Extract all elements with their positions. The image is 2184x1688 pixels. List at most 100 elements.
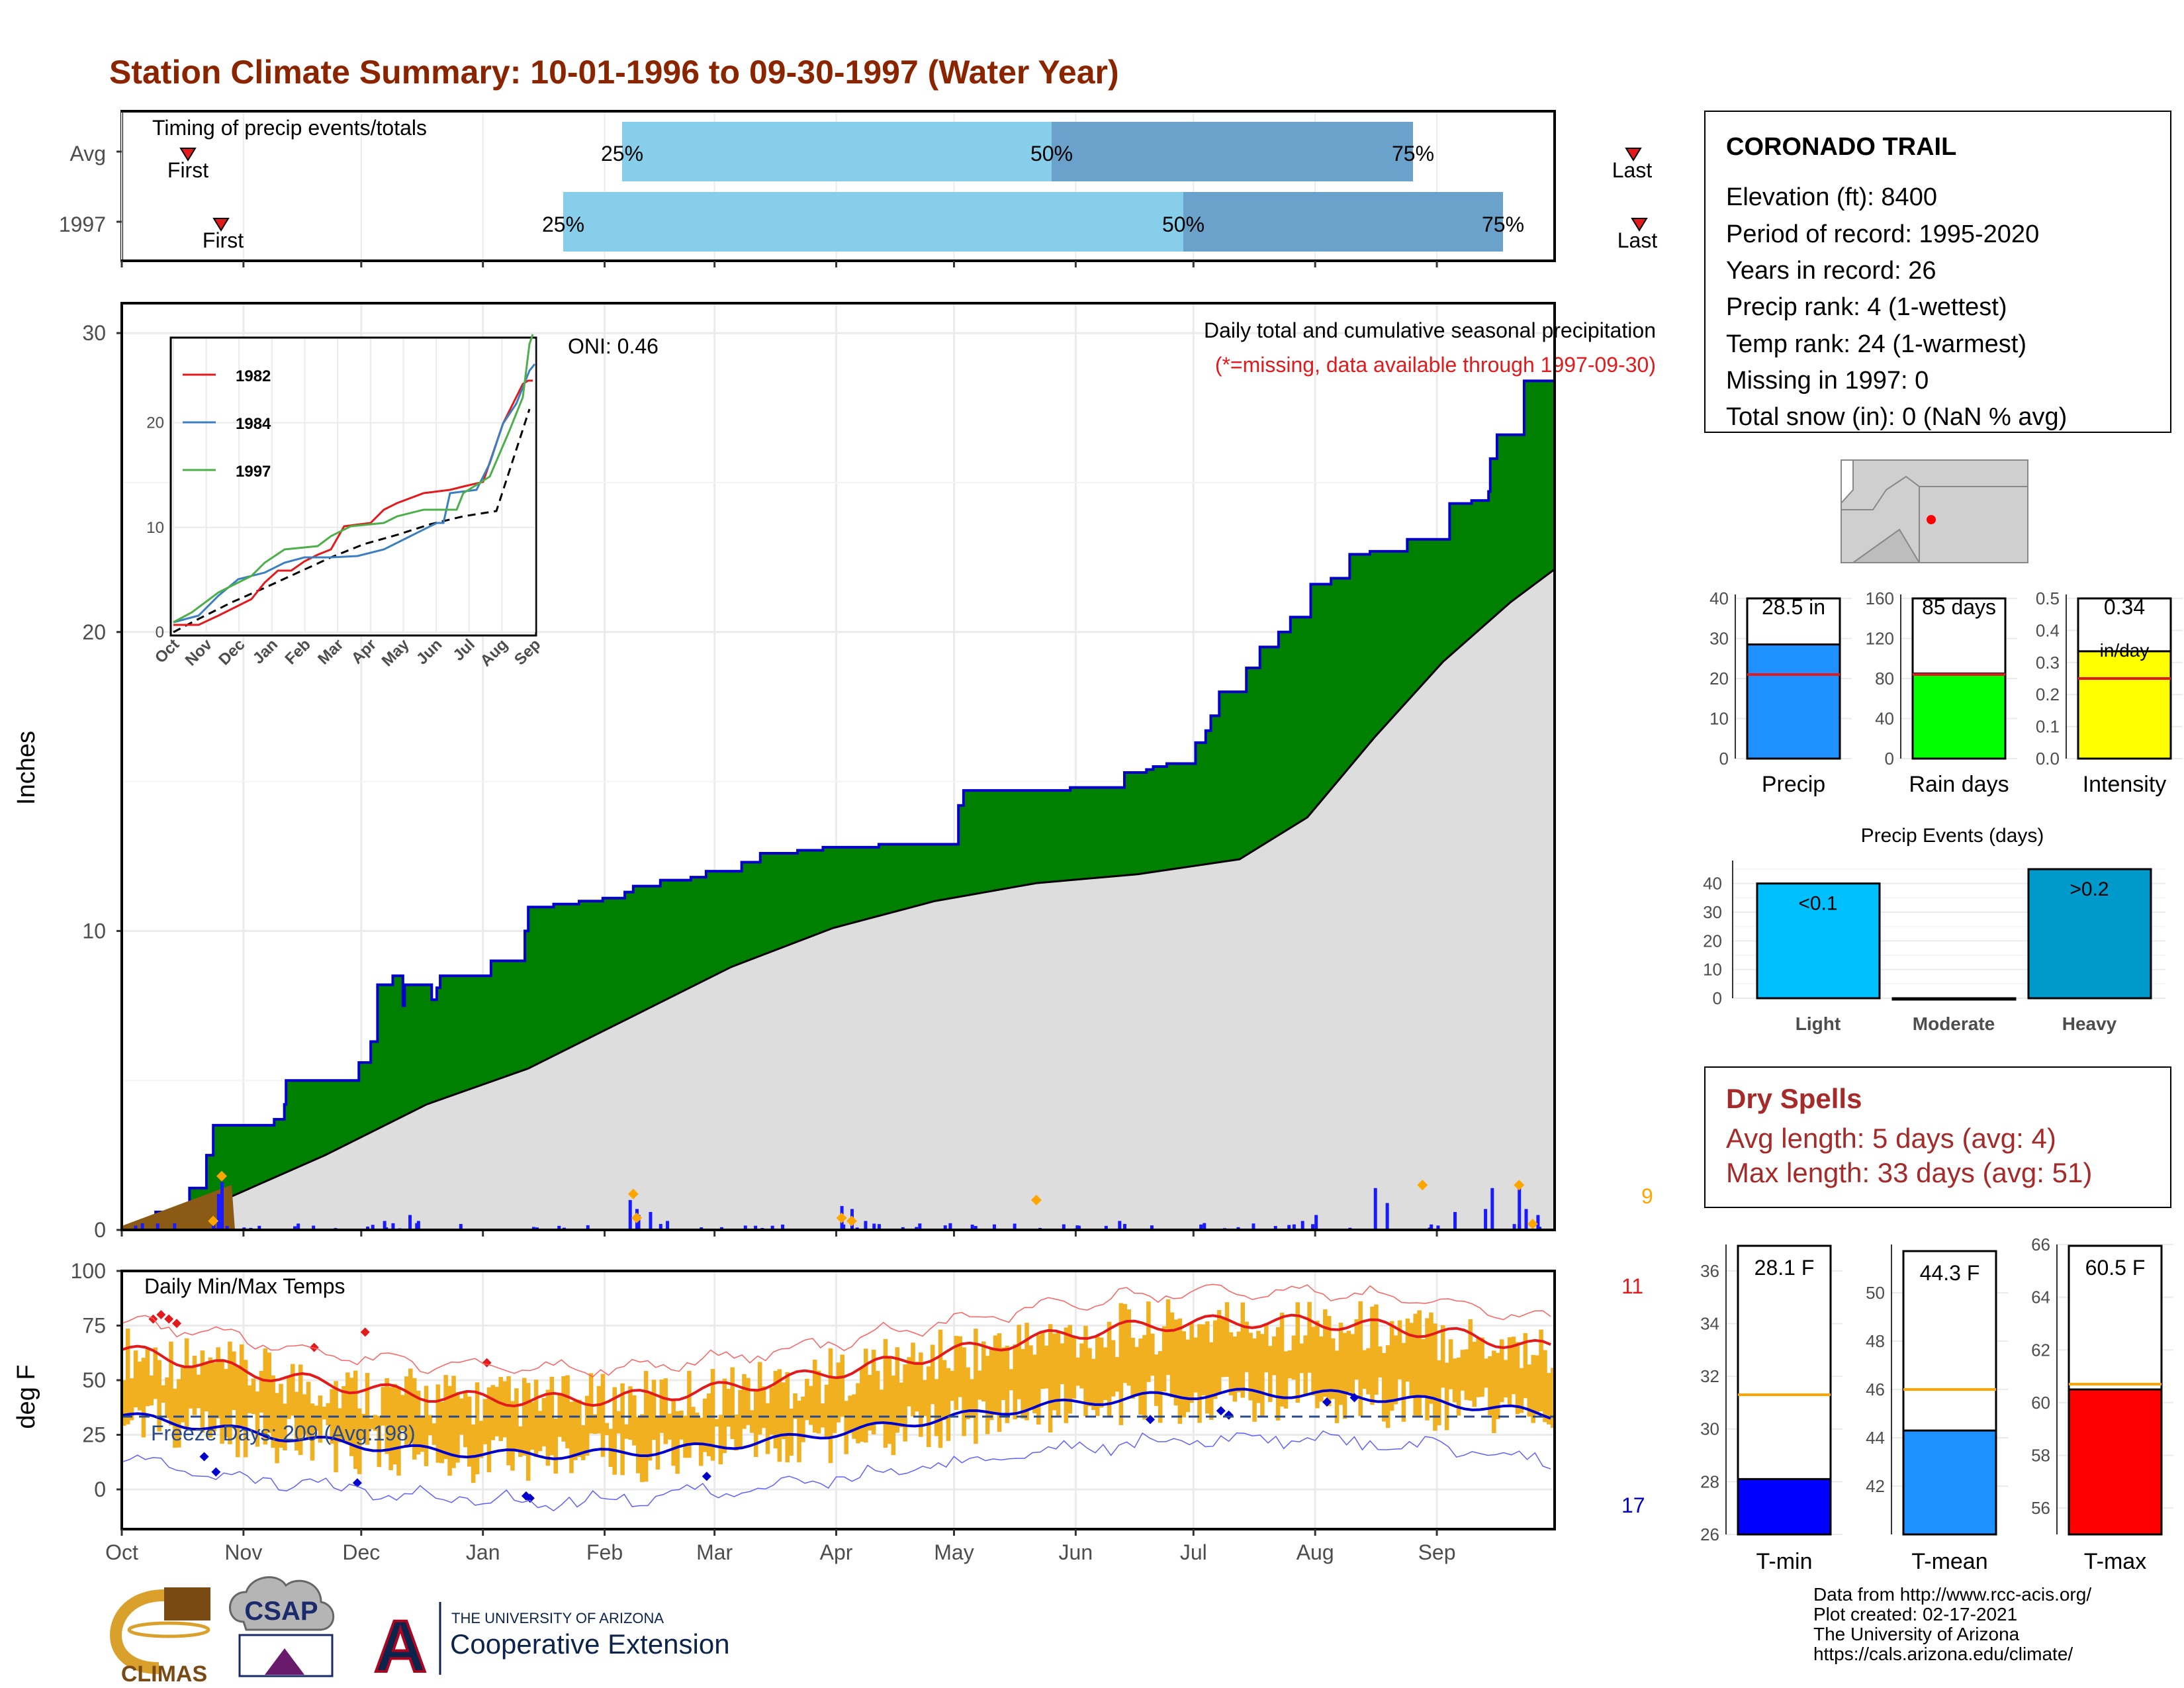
temp-summary-value: 60.5 F (2085, 1256, 2146, 1280)
temp-summary-tick: 60 (2031, 1393, 2050, 1413)
ua-name: THE UNIVERSITY OF ARIZONA (451, 1610, 664, 1626)
inset-y-tick: 0 (156, 624, 164, 641)
station-period: Period of record: 1995-2020 (1726, 220, 2039, 248)
summary-axis-tick: 80 (1875, 669, 1894, 688)
temp-caption: Daily Min/Max Temps (144, 1274, 345, 1298)
events-y-tick: 0 (1713, 988, 1722, 1008)
temp-y-tick: 0 (94, 1477, 106, 1501)
summary-axis-tick: 160 (1866, 588, 1894, 608)
summary-axis-tick: 30 (1709, 629, 1729, 649)
temperature-bar-charts: 26 28 30 32 34 36 28.1 F T-min 42 44 46 48 50 44.3 F T… (1700, 1235, 2173, 1574)
summary-axis-tick: 0.3 (2036, 653, 2060, 673)
climas-logo-text: CLIMAS (121, 1662, 207, 1687)
precip-y-label: Inches (13, 731, 40, 805)
credit-data-source: Data from http://www.rcc-acis.org/ (1813, 1584, 2091, 1605)
station-elevation: Elevation (ft): 8400 (1726, 183, 1937, 211)
summary-axis-tick: 20 (1709, 669, 1729, 688)
summary-value-bar (1746, 643, 1841, 760)
avg-max-line (121, 1313, 1551, 1408)
station-precip-rank: Precip rank: 4 (1-wettest) (1726, 293, 2007, 321)
university-of-arizona-logo: A THE UNIVERSITY OF ARIZONA Cooperative … (373, 1602, 730, 1688)
timing-avg-label: Avg (69, 142, 106, 165)
station-name: CORONADO TRAIL (1726, 133, 1956, 161)
month-tick: Dec (342, 1540, 380, 1564)
event-bar (1891, 997, 2017, 1001)
events-y-tick: 30 (1703, 902, 1722, 922)
summary-axis-tick: 0.1 (2036, 717, 2060, 737)
record-min-line (121, 1430, 1551, 1512)
timing-1997-p25: 25% (542, 212, 584, 236)
station-temp-rank: Temp rank: 24 (1-warmest) (1726, 330, 2026, 358)
station-snow: Total snow (in): 0 (NaN % avg) (1726, 403, 2067, 431)
month-tick: Jan (466, 1540, 500, 1564)
dry-spells-max: Max length: 33 days (avg: 51) (1726, 1157, 2092, 1188)
timing-1997-last: Last (1617, 228, 1658, 252)
timing-avg-p75: 75% (1392, 142, 1434, 165)
summary-value-label: 28.5 in (1762, 595, 1825, 619)
timing-avg-q1-bar (622, 122, 1052, 181)
inset-legend-1997: 1997 (236, 463, 271, 481)
temp-summary-tick: 28 (1700, 1472, 1719, 1491)
inset-line-1997 (173, 334, 534, 624)
temp-summary-tick: 32 (1700, 1366, 1719, 1386)
freeze-days: Freeze Days: 209 (Avg:198) (151, 1421, 416, 1445)
climas-logo: CLIMAS (109, 1587, 210, 1687)
temp-panel: Daily Min/Max Temps Freeze Days: 209 (Av… (13, 1259, 1645, 1564)
temp-summary-tick: 36 (1700, 1261, 1719, 1281)
temp-summary-tick: 56 (2031, 1498, 2050, 1518)
timing-1997-q1-bar (563, 192, 1183, 252)
summary-value-label: 0.34 (2104, 595, 2145, 619)
summary-axis-tick: 40 (1709, 588, 1729, 608)
events-y-tick: 20 (1703, 931, 1722, 951)
avg-min-line (121, 1387, 1551, 1460)
page-title: Station Climate Summary: 10-01-1996 to 0… (109, 54, 1119, 91)
summary-axis-tick: 0.4 (2036, 620, 2060, 640)
summary-value-label: 85 days (1922, 595, 1996, 619)
inset-legend-1984: 1984 (236, 415, 271, 433)
timing-avg-p25: 25% (601, 142, 643, 165)
temp-summary-bar (2068, 1388, 2163, 1536)
summary-value-bar (1911, 672, 2007, 760)
month-tick: Sep (1418, 1540, 1456, 1564)
precip-events-title: Precip Events (days) (1861, 825, 2044, 847)
inset-avg-line (173, 408, 531, 633)
month-tick: Apr (820, 1540, 853, 1564)
temp-summary-value: 44.3 F (1920, 1261, 1980, 1285)
record-min-count: 17 (1621, 1493, 1645, 1517)
summary-axis-tick: 40 (1875, 709, 1894, 729)
timing-avg-first: First (167, 158, 208, 182)
temp-summary-tick: 34 (1700, 1313, 1719, 1333)
temp-y-tick: 50 (82, 1368, 106, 1392)
summary-axis-tick: 0.2 (2036, 684, 2060, 704)
oni-label: ONI: 0.46 (568, 334, 659, 358)
timing-1997-p50: 50% (1162, 212, 1205, 236)
temp-summary-label: T-max (2084, 1549, 2146, 1574)
temp-summary-tick: 66 (2031, 1235, 2050, 1254)
temp-y-tick: 100 (71, 1259, 106, 1283)
ua-extension: Cooperative Extension (450, 1628, 730, 1660)
summary-axis-tick: 120 (1866, 629, 1894, 649)
temp-summary-label: T-min (1756, 1549, 1813, 1574)
temp-summary-bar (1902, 1429, 1997, 1536)
event-value-label: >0.2 (2070, 878, 2109, 900)
station-years: Years in record: 26 (1726, 257, 1936, 285)
summary-axis-tick: 0.0 (2036, 749, 2060, 769)
dry-spells-box: Dry Spells Avg length: 5 days (avg: 4) M… (1704, 1066, 2171, 1208)
event-bar (1756, 882, 1881, 1000)
timing-1997-last-marker (1631, 218, 1648, 232)
csap-logo-text: CSAP (244, 1597, 318, 1626)
event-category-label: Heavy (2062, 1013, 2117, 1034)
precip-caption: Daily total and cumulative seasonal prec… (1204, 318, 1656, 342)
station-missing: Missing in 1997: 0 (1726, 367, 1929, 395)
month-tick: Nov (224, 1540, 262, 1564)
inset-legend-1982: 1982 (236, 367, 271, 385)
temp-y-tick: 75 (82, 1314, 106, 1338)
avg-cumulative-area (121, 567, 1556, 1231)
timing-avg-first-marker (179, 148, 197, 162)
summary-bar-label: Precip (1762, 772, 1825, 797)
credit-plot-date: Plot created: 02-17-2021 (1813, 1604, 2017, 1624)
daily-temp-range-bars (122, 1299, 1555, 1503)
locator-map (1841, 459, 2028, 563)
